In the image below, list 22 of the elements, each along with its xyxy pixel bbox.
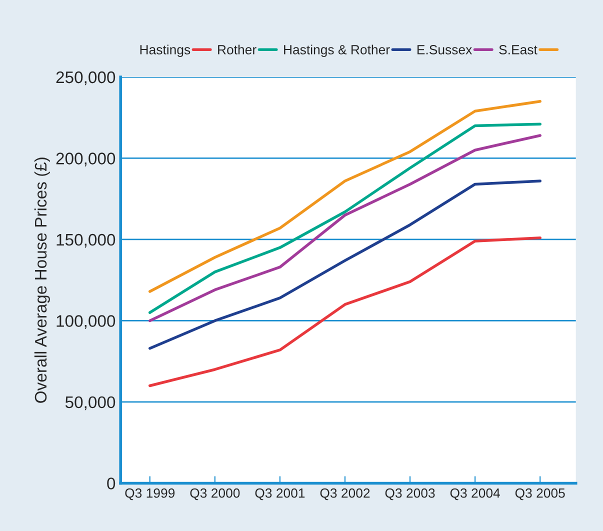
legend-label: E.Sussex	[418, 45, 472, 54]
line-series	[148, 180, 542, 350]
x-tick-label: Q3 2001	[255, 488, 305, 500]
x-tick-label: Q3 2005	[515, 488, 565, 500]
y-tick-label: 100,000	[56, 315, 116, 329]
y-axis-title: Overall Average House Prices (£)	[34, 158, 50, 403]
x-tick-label: Q3 2003	[385, 488, 435, 500]
line-series	[148, 100, 542, 293]
y-tick-label: 50,000	[65, 396, 116, 410]
x-tick-label: Q3 2000	[190, 488, 240, 500]
legend-label: Rother	[218, 44, 256, 54]
legend-label: Hastings & Rother	[284, 44, 390, 57]
y-tick-label: 150,000	[56, 234, 116, 248]
y-tick-label: 0	[107, 478, 116, 490]
y-tick-label: 200,000	[56, 152, 116, 166]
legend-label: S.East	[499, 45, 538, 54]
line-series	[148, 236, 542, 388]
legend-label: Hastings	[140, 44, 190, 57]
x-tick-label: Q3 2002	[320, 488, 370, 500]
y-tick-label: 250,000	[56, 71, 116, 86]
x-tick-label: Q3 1999	[125, 488, 175, 500]
x-tick-label: Q3 2004	[450, 488, 500, 500]
